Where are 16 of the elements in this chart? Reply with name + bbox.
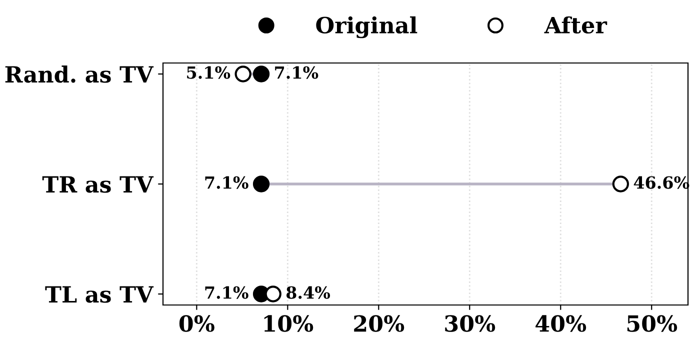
x-tick-label: 0%	[179, 315, 214, 332]
data-label: 7.1%	[205, 176, 248, 189]
data-label: 5.1%	[187, 66, 230, 79]
y-tick-label: TL as TV	[45, 286, 154, 303]
y-tick-label: Rand. as TV	[5, 66, 154, 83]
x-tick-label: 50%	[627, 315, 678, 332]
legend-label: After	[544, 16, 608, 34]
legend-label: Original	[316, 16, 418, 38]
x-tick-label: 10%	[264, 315, 314, 332]
x-tick-label: 20%	[354, 315, 404, 332]
y-tick-label: TR as TV	[42, 176, 154, 193]
data-label: 7.1%	[275, 66, 318, 79]
data-label: 7.1%	[205, 286, 248, 299]
x-tick-label: 30%	[445, 315, 496, 332]
x-tick-label: 40%	[536, 315, 586, 332]
data-label: 8.4%	[286, 286, 330, 299]
